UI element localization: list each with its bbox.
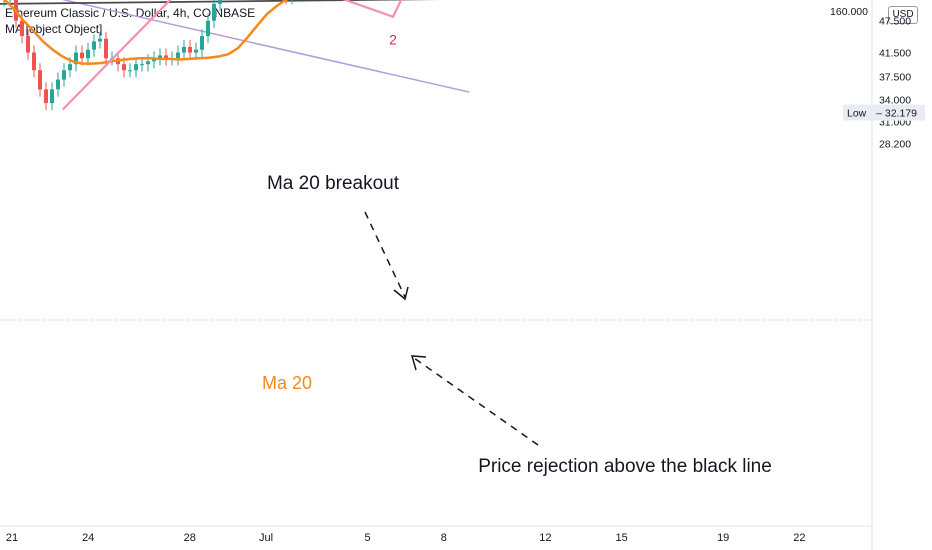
wave-polyline <box>62 0 403 111</box>
candle-body <box>182 46 186 53</box>
candle-body <box>74 52 78 65</box>
candle-body <box>200 36 204 50</box>
arrowhead-rejection <box>410 355 427 371</box>
candle-body <box>98 38 102 42</box>
candle-body <box>164 55 168 59</box>
trend-lines <box>0 0 470 93</box>
candle-body <box>212 3 216 21</box>
x-tick-label: 15 <box>615 532 627 544</box>
candle-body <box>80 52 84 59</box>
candle-body <box>50 89 54 104</box>
x-tick-label: Jul <box>259 532 273 544</box>
annotations: Ma 20 breakout Price rejection above the … <box>262 173 772 477</box>
low-tag-label: Low <box>847 108 867 120</box>
price-tags: 56.13256.101High– 62.843Low– 32.179 <box>843 104 925 121</box>
y-tick-label: 34.000 <box>879 95 911 107</box>
chart-title: Ethereum Classic / U.S. Dollar, 4h, COIN… <box>5 6 256 20</box>
candle-body <box>140 64 144 66</box>
candle-body <box>92 41 96 50</box>
wave-path: 12345 <box>62 0 403 111</box>
candle-body <box>56 79 60 90</box>
arrow-rejection <box>413 357 539 446</box>
y-tick-label: 28.200 <box>879 139 911 151</box>
candle-body <box>20 20 24 37</box>
x-tick-label: 21 <box>6 532 18 544</box>
annotation-ma-breakout: Ma 20 breakout <box>267 173 400 194</box>
x-tick-label: 22 <box>793 532 805 544</box>
arrowhead-breakout <box>393 286 409 301</box>
candle-body <box>122 64 126 71</box>
arrow-breakout <box>364 211 406 298</box>
x-tick-label: 28 <box>184 532 196 544</box>
currency-button[interactable]: USD <box>888 6 918 24</box>
candle-body <box>32 52 36 71</box>
x-tick-label: 24 <box>82 532 94 544</box>
candle-body <box>206 20 210 37</box>
x-tick-label: 12 <box>539 532 551 544</box>
candle-body <box>68 64 72 71</box>
candle-body <box>218 0 222 4</box>
candle-body <box>176 52 180 59</box>
candle-body <box>158 55 162 59</box>
y-tick-label: 41.500 <box>879 48 911 60</box>
annotation-price-rejection: Price rejection above the black line <box>478 456 772 477</box>
candle-body <box>134 64 138 71</box>
y-tick-label: 47.500 <box>879 16 911 28</box>
annotation-ma20: Ma 20 <box>262 373 312 393</box>
x-tick-label: 8 <box>441 532 447 544</box>
candle-body <box>26 36 30 53</box>
candle-body <box>62 70 66 80</box>
x-axis: 21 24 28 Jul 5 8 12 15 19 22 <box>6 532 806 544</box>
y-tick-label: 37.500 <box>879 71 911 83</box>
candle-body <box>146 61 150 65</box>
low-tag: – 32.179 <box>876 108 917 120</box>
candle-body <box>194 49 198 53</box>
y-axis: 140.000120.000105.00093.00081.00073.0006… <box>879 16 911 151</box>
candle-body <box>38 70 42 90</box>
low-tag-bg <box>843 104 925 121</box>
x-tick-label: 19 <box>717 532 729 544</box>
candle-body <box>188 46 192 53</box>
candle-body <box>128 70 132 72</box>
candle-body <box>104 38 108 59</box>
ma20-line <box>3 0 289 65</box>
wave-label: 2 <box>389 32 397 48</box>
support-line <box>0 0 439 5</box>
candle-body <box>44 89 48 104</box>
candle-body <box>86 49 90 59</box>
descending-trendline <box>61 0 470 93</box>
y-tick-top: 160.000 <box>830 6 868 18</box>
ma20-series <box>3 0 289 65</box>
x-tick-label: 5 <box>365 532 371 544</box>
